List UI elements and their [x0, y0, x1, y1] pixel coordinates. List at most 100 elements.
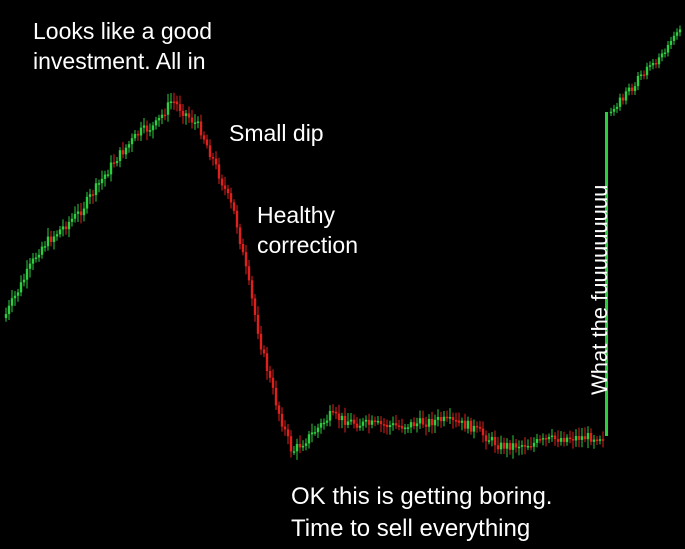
candle-body-203 — [618, 97, 622, 107]
candle-body-151 — [457, 420, 461, 423]
candle-body-104 — [316, 427, 320, 433]
candle-body-45 — [139, 127, 143, 136]
candle-body-100 — [304, 443, 308, 446]
candle-body-96 — [292, 451, 296, 453]
candle-body-174 — [526, 445, 530, 448]
candle-body-21 — [67, 221, 71, 230]
candle-body-81 — [247, 266, 251, 281]
candle-body-137 — [415, 423, 419, 427]
candle-body-108 — [328, 411, 332, 421]
candle-body-1 — [7, 305, 11, 315]
candle-body-180 — [544, 438, 548, 440]
candle-body-109 — [331, 411, 335, 413]
candle-body-60 — [184, 113, 188, 116]
candle-body-53 — [163, 114, 167, 117]
candle-body-157 — [475, 425, 479, 428]
candle-body-133 — [403, 427, 407, 430]
candle-body-123 — [373, 420, 377, 422]
candle-body-17 — [55, 234, 59, 237]
candle-body-24 — [76, 211, 80, 214]
candle-body-57 — [175, 101, 179, 105]
candle-body-169 — [511, 443, 515, 450]
caption-healthy-line1: Healthy — [257, 202, 335, 228]
candle-body-90 — [274, 387, 278, 406]
candle-body-7 — [25, 268, 29, 280]
candle-body-42 — [130, 138, 134, 145]
candle-body-62 — [190, 117, 194, 123]
candle-body-102 — [310, 432, 314, 435]
candle-body-192 — [580, 436, 584, 440]
candle-body-184 — [556, 439, 560, 442]
candle-body-40 — [124, 147, 128, 155]
candle-body-181 — [547, 436, 551, 440]
candle-body-87 — [265, 353, 269, 371]
candle-body-190 — [574, 436, 578, 441]
candle-body-118 — [358, 425, 362, 428]
candle-body-216 — [657, 57, 661, 65]
candle-body-183 — [553, 435, 557, 440]
candle-body-61 — [187, 113, 191, 118]
candle-body-4 — [16, 292, 20, 296]
candle-body-101 — [307, 434, 311, 444]
candle-body-141 — [427, 418, 431, 427]
candle-body-124 — [376, 421, 380, 423]
candle-body-158 — [478, 426, 482, 429]
candle-body-49 — [151, 125, 155, 131]
candle-body-99 — [301, 445, 305, 448]
caption-healthy-correction: Healthy correction — [257, 200, 407, 260]
candle-body-150 — [454, 420, 458, 422]
candle-body-138 — [418, 418, 422, 424]
candle-body-106 — [322, 422, 326, 425]
candle-body-140 — [424, 424, 428, 427]
candle-body-147 — [445, 416, 449, 419]
candle-body-63 — [193, 122, 197, 124]
candle-body-89 — [271, 377, 275, 388]
candle-body-223 — [678, 29, 682, 33]
caption-all-in-line2: investment. All in — [33, 48, 206, 74]
candle-body-35 — [109, 162, 113, 175]
candle-body-43 — [133, 133, 137, 139]
candle-body-214 — [651, 63, 655, 66]
candle-body-188 — [568, 437, 572, 440]
candle-body-186 — [562, 437, 566, 442]
candle-body-159 — [481, 428, 485, 436]
candle-body-110 — [334, 411, 338, 414]
candle-body-205 — [624, 91, 628, 101]
candle-body-127 — [385, 424, 389, 428]
candle-body-28 — [88, 194, 92, 197]
candle-body-30 — [94, 183, 98, 196]
candle-body-132 — [400, 425, 404, 429]
candle-body-84 — [256, 314, 260, 334]
candle-body-154 — [466, 420, 470, 429]
candle-body-6 — [22, 279, 26, 283]
candle-body-121 — [367, 419, 371, 425]
candle-body-29 — [91, 194, 95, 196]
caption-all-in: Looks like a good investment. All in — [33, 16, 293, 76]
candle-body-139 — [421, 418, 425, 425]
caption-small-dip: Small dip — [229, 120, 324, 146]
candle-body-116 — [352, 419, 356, 424]
candle-body-206 — [627, 87, 631, 92]
candle-body-182 — [550, 435, 554, 438]
candle-body-76 — [232, 202, 236, 211]
candle-body-167 — [505, 443, 509, 449]
candle-body-207 — [630, 87, 634, 92]
candle-body-131 — [397, 425, 401, 427]
candle-body-173 — [523, 445, 527, 447]
candle-body-221 — [672, 35, 676, 41]
candle-body-199 — [601, 439, 605, 441]
candle-body-5 — [19, 282, 23, 293]
candle-body-128 — [388, 425, 392, 428]
candle-body-129 — [391, 423, 395, 426]
candle-body-193 — [583, 436, 587, 440]
candle-body-15 — [49, 236, 53, 242]
candle-body-220 — [669, 40, 673, 45]
candle-body-32 — [100, 178, 104, 184]
candle-body-195 — [589, 433, 593, 442]
candle-body-58 — [178, 104, 182, 111]
candle-body-88 — [268, 370, 272, 378]
candle-body-107 — [325, 420, 329, 423]
candle-body-210 — [639, 74, 643, 77]
candle-body-111 — [337, 413, 341, 421]
candle-body-209 — [636, 75, 640, 87]
